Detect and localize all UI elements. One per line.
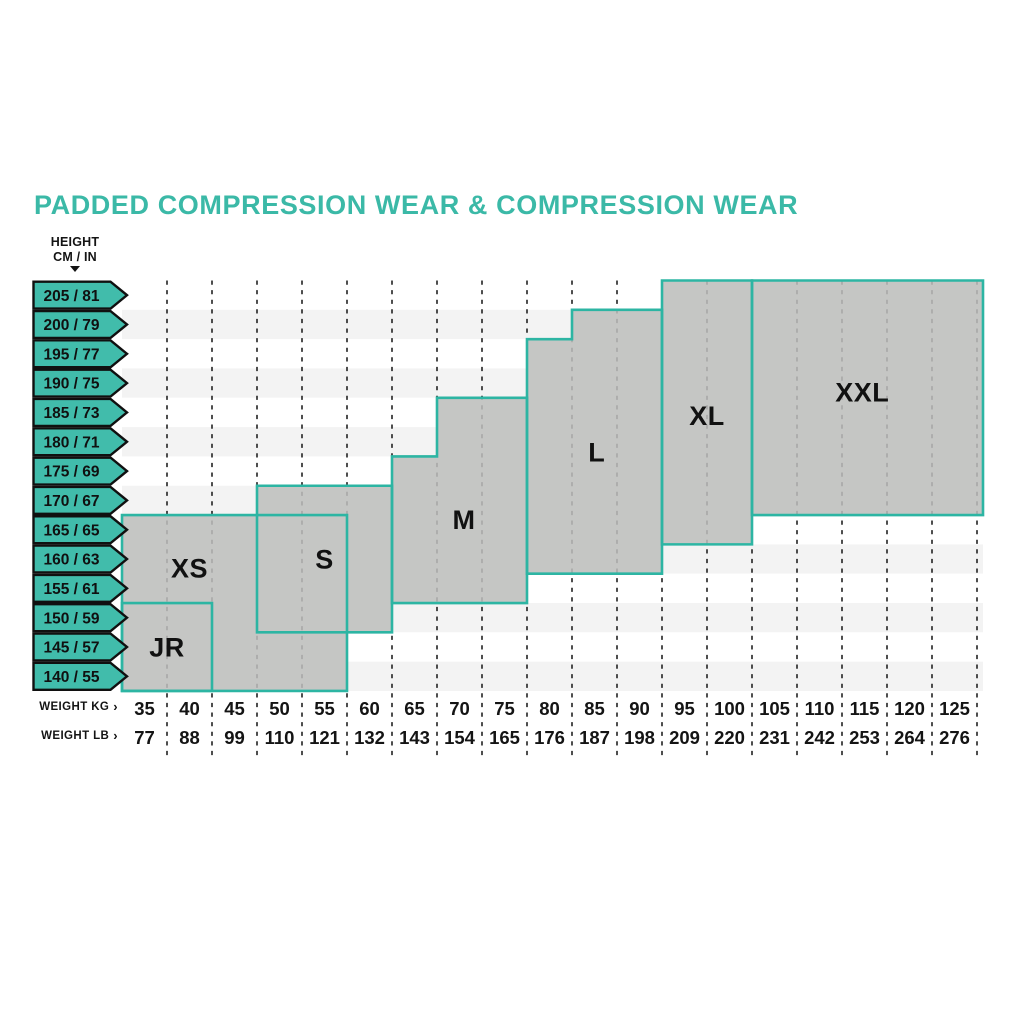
- weight-kg-value: 110: [805, 698, 835, 719]
- height-tag-label: 160 / 63: [43, 552, 99, 569]
- size-region-label-xl: XL: [689, 401, 725, 431]
- weight-kg-axis-label-text: WEIGHT KG: [39, 701, 110, 713]
- down-triangle-icon: [70, 266, 80, 272]
- weight-lb-value: 231: [759, 727, 790, 748]
- height-tag-label: 150 / 59: [43, 610, 99, 627]
- weight-lb-value: 88: [179, 727, 200, 748]
- weight-lb-value: 264: [894, 727, 926, 748]
- page-title: PADDED COMPRESSION WEAR & COMPRESSION WE…: [34, 190, 799, 220]
- size-region-label-jr: JR: [149, 633, 185, 663]
- height-tag-label: 165 / 65: [43, 522, 99, 539]
- weight-kg-value: 75: [494, 698, 515, 719]
- weight-kg-value: 80: [539, 698, 560, 719]
- height-axis-header-line1: HEIGHT: [50, 235, 100, 249]
- size-region-s: [257, 485, 392, 633]
- weight-lb-value: 121: [309, 727, 340, 748]
- size-region-border-xs: [120, 513, 349, 693]
- weight-lb-value: 77: [134, 727, 155, 748]
- size-region-border-xl: [660, 279, 754, 546]
- weight-kg-value: 50: [269, 698, 290, 719]
- height-tag: [32, 603, 129, 633]
- height-axis-header: HEIGHT CM / IN: [15, 235, 135, 265]
- size-region-label-xxl: XXL: [835, 377, 889, 407]
- height-tag: [32, 309, 129, 340]
- weight-lb-value: 209: [669, 727, 700, 748]
- height-tag-label: 145 / 57: [43, 640, 99, 657]
- weight-lb-value: 276: [939, 727, 970, 748]
- weight-kg-value: 105: [759, 698, 790, 719]
- size-region-label-xs: XS: [171, 553, 208, 583]
- height-tag-label: 155 / 61: [43, 581, 99, 598]
- weight-kg-value: 100: [714, 698, 745, 719]
- height-tag: [32, 427, 129, 457]
- weight-kg-value: 35: [134, 698, 155, 719]
- size-region-xxl: [752, 280, 983, 516]
- height-tag: [32, 397, 129, 428]
- height-tag-label: 175 / 69: [43, 464, 99, 481]
- size-region-xl: [662, 280, 752, 545]
- height-tag: [32, 515, 129, 545]
- height-tag: [32, 339, 129, 369]
- weight-lb-value: 242: [804, 727, 835, 748]
- size-region-border-xxl: [750, 279, 985, 517]
- height-tag-label: 185 / 73: [43, 405, 99, 422]
- weight-lb-value: 187: [579, 727, 610, 748]
- right-chevron-icon: ›: [113, 728, 118, 743]
- weight-lb-value: 198: [624, 727, 655, 748]
- height-tag-label: 140 / 55: [43, 669, 99, 686]
- weight-lb-value: 99: [224, 727, 245, 748]
- height-tag: [32, 632, 129, 662]
- size-region-l: [527, 309, 662, 574]
- height-tag-label: 200 / 79: [43, 317, 99, 334]
- weight-lb-axis-label-text: WEIGHT LB: [41, 730, 110, 742]
- size-region-label-m: M: [453, 505, 476, 535]
- weight-kg-axis-label: WEIGHT KG ›: [14, 699, 118, 714]
- weight-lb-value: 132: [354, 727, 385, 748]
- weight-kg-value: 115: [850, 698, 880, 719]
- weight-lb-axis-label: WEIGHT LB ›: [14, 728, 118, 743]
- height-tag-label: 190 / 75: [43, 376, 99, 393]
- weight-lb-value: 253: [849, 727, 880, 748]
- size-region-label-s: S: [315, 545, 334, 575]
- size-region-m: [392, 397, 527, 604]
- weight-lb-value: 110: [265, 727, 295, 748]
- weight-lb-value: 176: [534, 727, 565, 748]
- weight-kg-value: 95: [674, 698, 695, 719]
- height-tag-label: 205 / 81: [43, 288, 99, 305]
- height-tag-label: 195 / 77: [43, 346, 99, 363]
- weight-kg-value: 55: [314, 698, 335, 719]
- weight-lb-value: 165: [489, 727, 520, 748]
- height-axis-header-line2: CM / IN: [53, 250, 97, 264]
- height-tag: [32, 661, 129, 691]
- height-tag: [32, 456, 129, 486]
- size-region-label-l: L: [588, 438, 605, 468]
- size-region-border-s: [255, 484, 394, 634]
- height-tag-label: 170 / 67: [43, 493, 99, 510]
- weight-kg-value: 40: [179, 698, 200, 719]
- weight-kg-value: 125: [939, 698, 970, 719]
- height-tag: [32, 280, 129, 310]
- weight-lb-value: 220: [714, 727, 745, 748]
- weight-lb-value: 143: [399, 727, 430, 748]
- height-tag: [32, 544, 129, 574]
- weight-kg-value: 70: [449, 698, 470, 719]
- weight-kg-value: 65: [404, 698, 425, 719]
- weight-kg-value: 45: [224, 698, 245, 719]
- weight-lb-value: 154: [444, 727, 476, 748]
- weight-kg-value: 60: [359, 698, 380, 719]
- height-tag: [32, 485, 129, 516]
- right-chevron-icon: ›: [113, 699, 118, 714]
- weight-kg-value: 85: [584, 698, 605, 719]
- weight-kg-value: 120: [894, 698, 925, 719]
- height-tag: [32, 368, 129, 398]
- height-tag: [32, 573, 129, 604]
- height-tag-label: 180 / 71: [43, 434, 99, 451]
- weight-kg-value: 90: [629, 698, 650, 719]
